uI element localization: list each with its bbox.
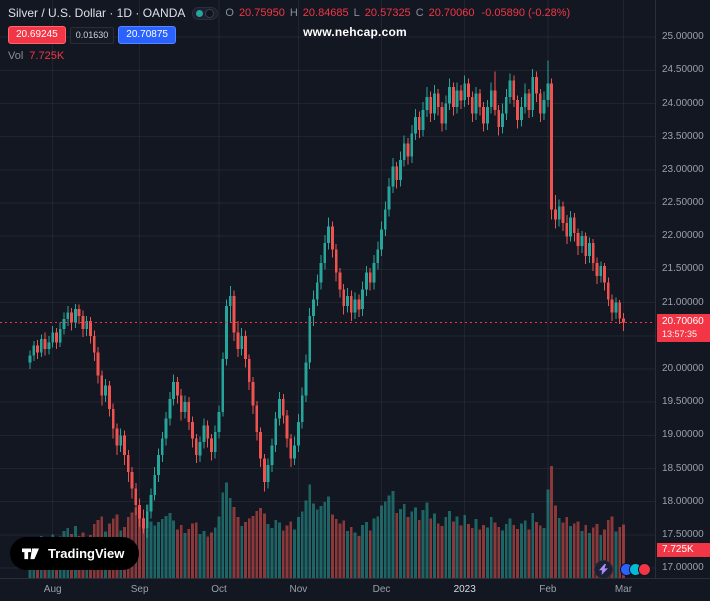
time-axis-label: 2023 xyxy=(453,584,476,595)
price-axis-label: 19.50000 xyxy=(662,396,704,408)
time-axis-label: Dec xyxy=(372,584,391,595)
ohlc-values: O 20.75950 H 20.84685 L 20.57325 C 20.70… xyxy=(225,7,474,19)
time-axis[interactable]: Aug Sep Oct Nov Dec 2023 Feb Mar xyxy=(0,578,710,601)
price-axis-label: 23.00000 xyxy=(662,163,704,175)
candlestick-chart[interactable] xyxy=(0,0,655,578)
lightning-button[interactable] xyxy=(594,560,613,579)
change-value: -0.05890 (-0.28%) xyxy=(481,7,571,19)
close-value: 20.70060 xyxy=(428,7,475,19)
sell-button[interactable]: 20.69245 xyxy=(8,26,66,44)
price-axis-label: 17.50000 xyxy=(662,528,704,540)
price-axis-label: 18.50000 xyxy=(662,462,704,474)
price-axis-label: 22.00000 xyxy=(662,230,704,242)
open-label: O xyxy=(225,7,234,19)
open-value: 20.75950 xyxy=(238,7,285,19)
last-price-tag: 20.70060 13:57:35 xyxy=(657,314,710,343)
tradingview-logo-icon xyxy=(22,548,39,560)
volume-label: Vol xyxy=(8,50,24,62)
high-value: 20.84685 xyxy=(302,7,349,19)
time-axis-label: Mar xyxy=(614,584,633,595)
volume-value: 7.725K xyxy=(29,50,65,62)
buy-button[interactable]: 20.70875 xyxy=(118,26,176,44)
symbol-title[interactable]: Silver / U.S. Dollar · 1D · OANDA xyxy=(8,6,186,20)
time-axis-label: Sep xyxy=(130,584,149,595)
price-axis-label: 23.50000 xyxy=(662,130,704,142)
broker-bubbles-button[interactable] xyxy=(620,563,651,576)
price-axis-label: 24.50000 xyxy=(662,64,704,76)
time-axis-label: Nov xyxy=(289,584,308,595)
chart-legend: Silver / U.S. Dollar · 1D · OANDA O 20.7… xyxy=(8,6,570,62)
low-value: 20.57325 xyxy=(364,7,411,19)
bar-countdown: 13:57:35 xyxy=(662,329,698,340)
spread-value: 0.01630 xyxy=(69,26,115,44)
high-label: H xyxy=(289,7,298,19)
price-axis[interactable]: 20.70060 13:57:35 7.725K 17.00000 17.5000… xyxy=(655,0,710,578)
price-axis-label: 24.00000 xyxy=(662,97,704,109)
tradingview-logo-text: TradingView xyxy=(48,546,125,561)
price-axis-label: 25.00000 xyxy=(662,31,704,43)
time-axis-label: Aug xyxy=(43,584,62,595)
time-axis-label: Oct xyxy=(211,584,227,595)
price-axis-label: 20.00000 xyxy=(662,362,704,374)
price-axis-label: 19.00000 xyxy=(662,429,704,441)
tradingview-logo[interactable]: TradingView xyxy=(10,537,140,570)
lightning-icon xyxy=(599,564,608,575)
price-axis-label: 18.00000 xyxy=(662,495,704,507)
low-label: L xyxy=(353,7,360,19)
price-axis-label: 21.00000 xyxy=(662,296,704,308)
price-axis-label: 22.50000 xyxy=(662,197,704,209)
toggle-on-dot-icon xyxy=(196,9,204,17)
last-price-value: 20.70060 xyxy=(662,316,704,328)
price-axis-label: 21.50000 xyxy=(662,263,704,275)
close-label: C xyxy=(415,7,424,19)
time-axis-label: Feb xyxy=(539,584,557,595)
bubble-icon xyxy=(638,563,651,576)
symbol-visibility-toggle[interactable] xyxy=(192,6,219,20)
quick-action-icons xyxy=(594,560,651,579)
volume-axis-tag: 7.725K xyxy=(657,543,710,557)
watermark: www.nehcap.com xyxy=(303,25,407,39)
toggle-off-dot-icon xyxy=(205,8,215,18)
price-axis-label: 17.00000 xyxy=(662,562,704,574)
